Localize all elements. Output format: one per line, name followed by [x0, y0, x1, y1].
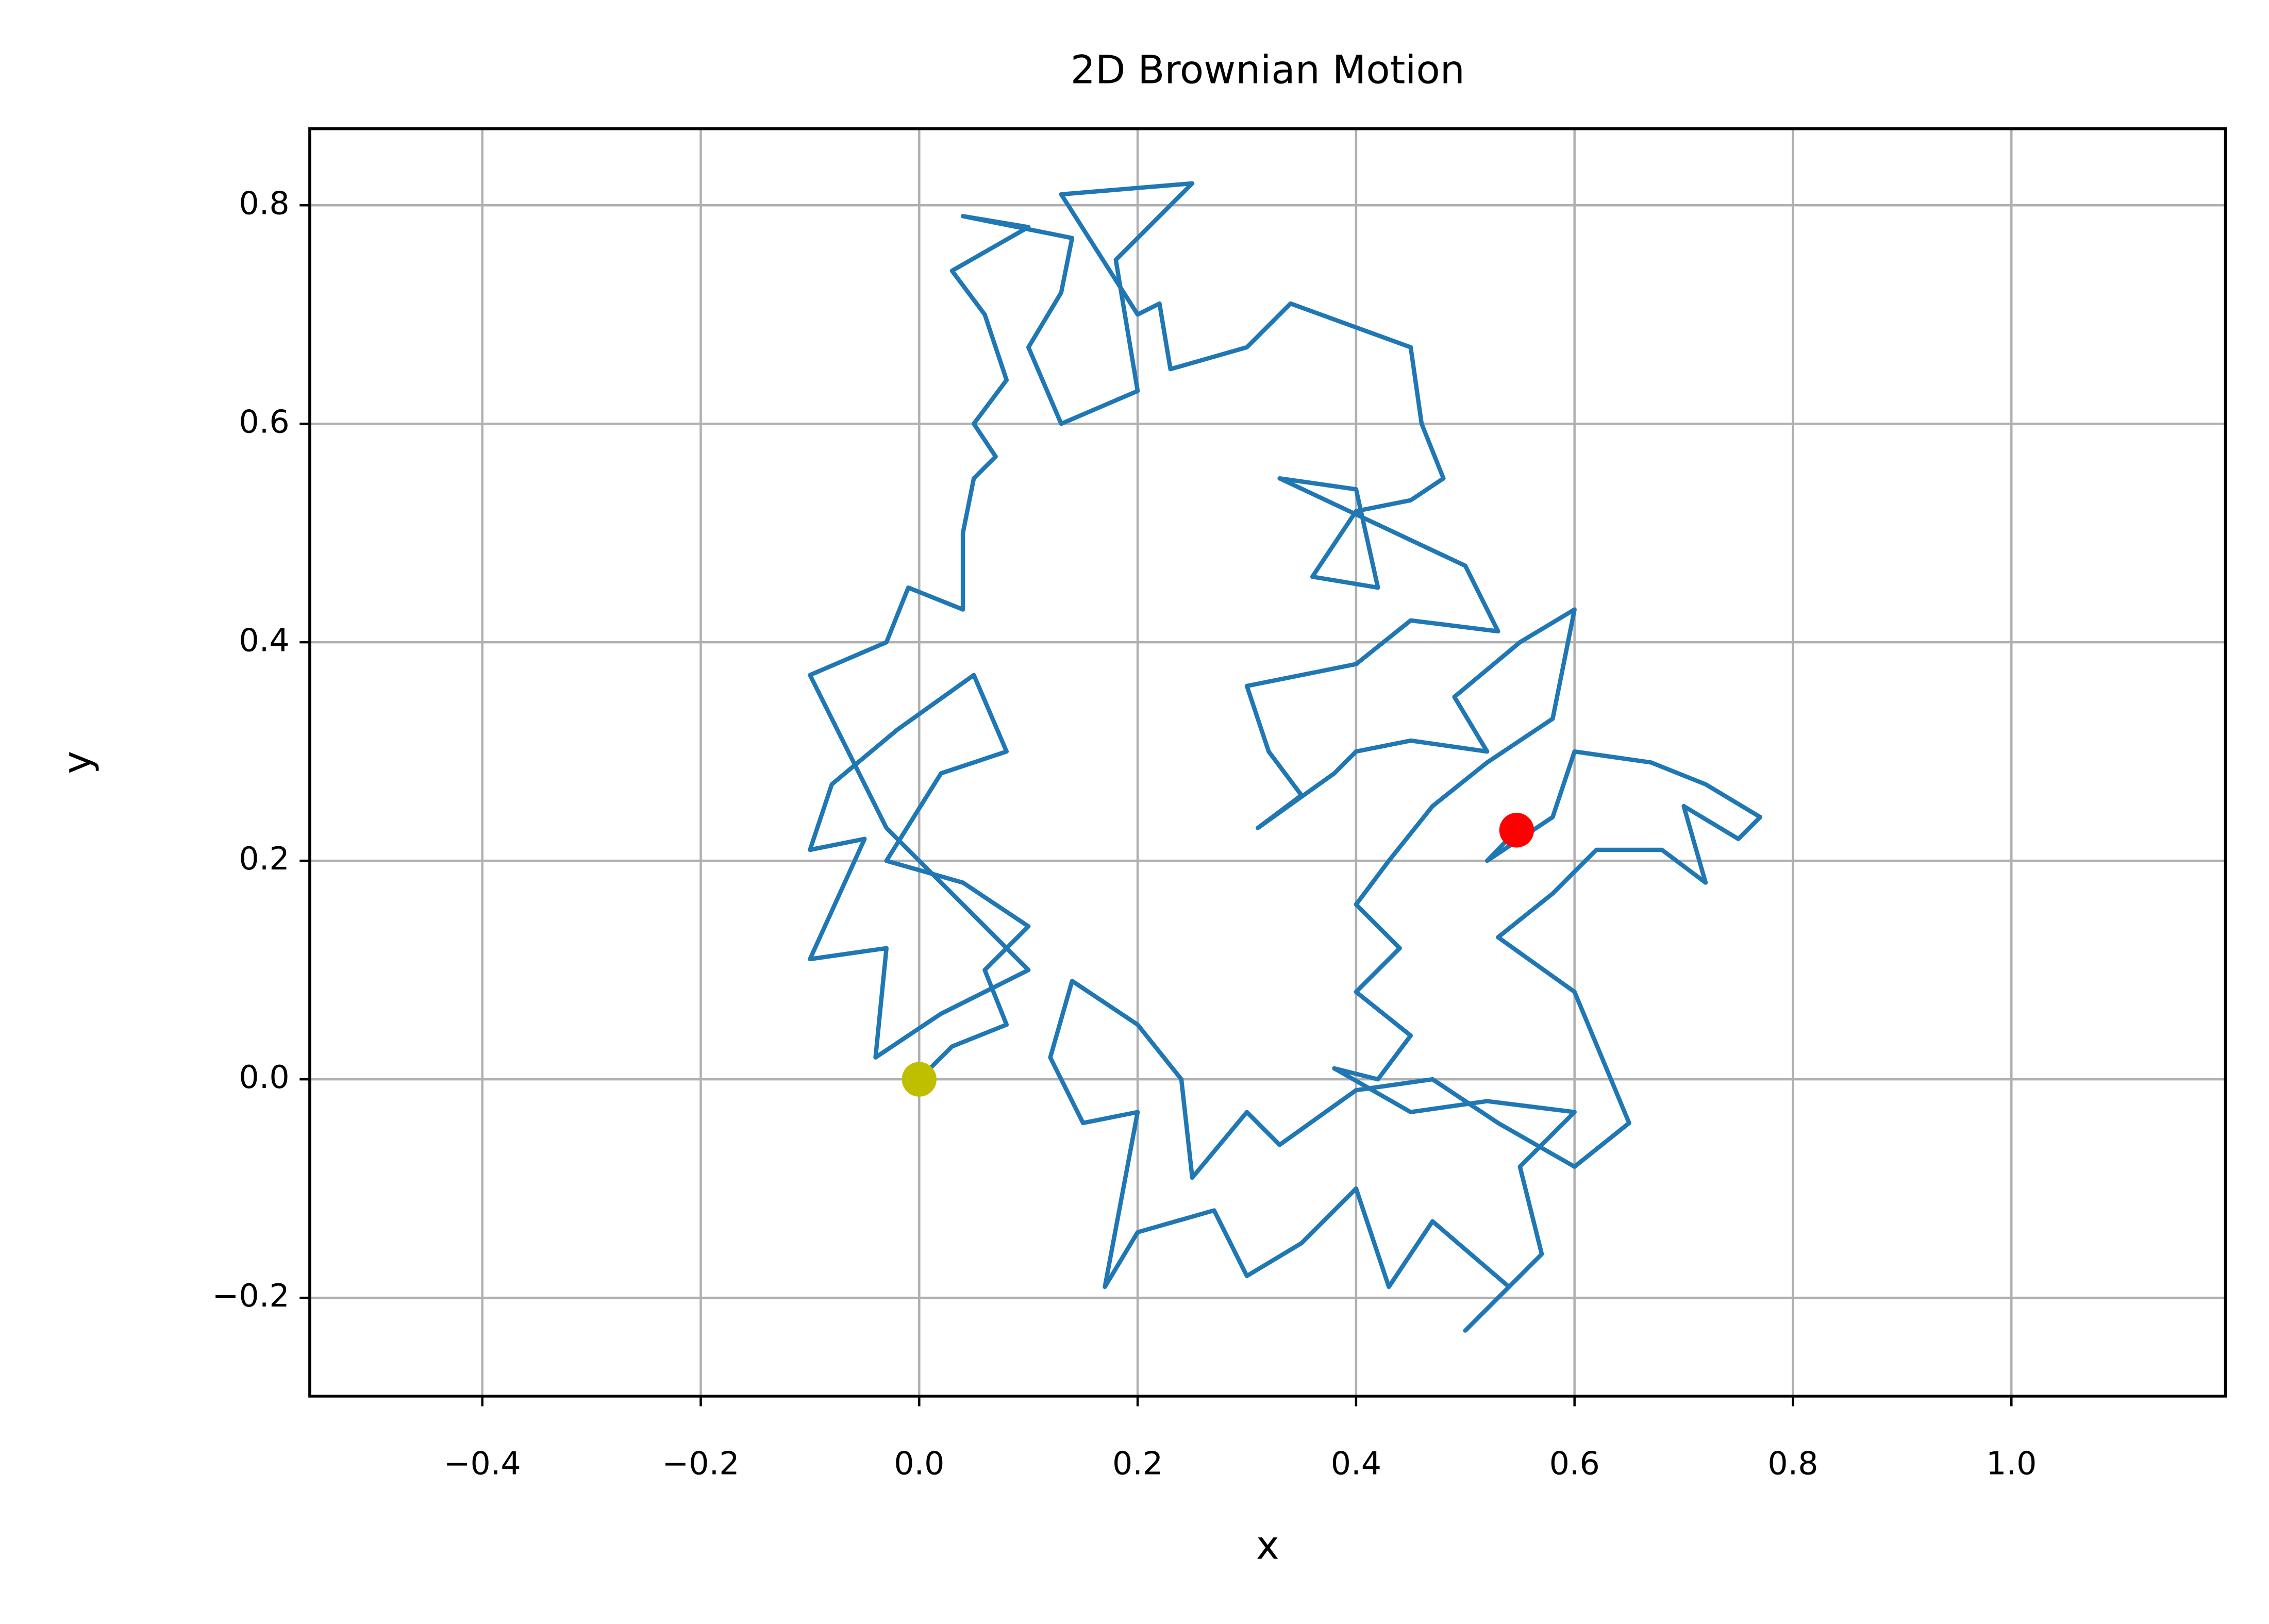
- y-axis-label: y: [55, 751, 100, 774]
- x-tick-label: 1.0: [1986, 1445, 2037, 1482]
- y-tick-label: 0.8: [239, 185, 289, 222]
- x-tick-label: −0.2: [662, 1445, 740, 1482]
- point-marker: [902, 1062, 937, 1097]
- y-tick-label: 0.6: [239, 403, 289, 440]
- line-series: [808, 181, 1763, 1333]
- x-tick-label: 0.8: [1767, 1445, 1818, 1482]
- y-tick-label: 0.0: [239, 1059, 289, 1096]
- x-tick-label: 0.0: [894, 1445, 944, 1482]
- x-axis-label: x: [1256, 1523, 1279, 1568]
- x-tick-label: 0.4: [1331, 1445, 1381, 1482]
- x-tick-label: 0.2: [1112, 1445, 1163, 1482]
- y-tick-label: 0.4: [239, 622, 289, 659]
- point-marker: [1499, 813, 1534, 848]
- plot-frame: [308, 127, 2227, 1398]
- y-tick-label: −0.2: [212, 1277, 290, 1314]
- chart-title: 2D Brownian Motion: [1071, 47, 1465, 92]
- x-tick-label: 0.6: [1549, 1445, 1600, 1482]
- x-tick-label: −0.4: [444, 1445, 521, 1482]
- y-tick-label: 0.2: [239, 840, 289, 877]
